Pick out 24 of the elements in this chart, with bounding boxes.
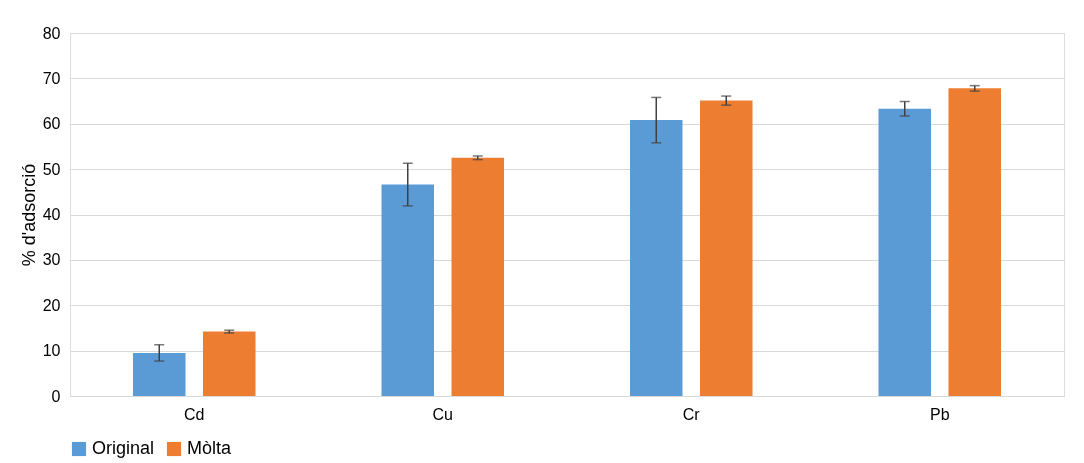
bar	[948, 88, 1001, 396]
bar	[133, 352, 186, 396]
y-tick-label: 0	[51, 387, 61, 405]
y-tick-label: 30	[42, 251, 61, 269]
legend-label: Mòlta	[187, 438, 232, 458]
bar	[381, 184, 434, 396]
x-tick-label: Pb	[929, 405, 950, 423]
y-tick-label: 60	[42, 115, 61, 133]
bar	[878, 108, 931, 396]
x-tick-label: Cd	[184, 405, 205, 423]
bar	[451, 157, 504, 396]
y-tick-label: 20	[42, 296, 61, 314]
y-tick-label: 70	[42, 69, 61, 87]
y-tick-label: 80	[42, 24, 61, 42]
y-tick-label: 10	[42, 342, 61, 360]
bar	[700, 100, 753, 396]
x-tick-label: Cu	[432, 405, 453, 423]
bar	[630, 120, 683, 396]
y-tick-label: 50	[42, 160, 61, 178]
y-tick-label: 40	[42, 206, 61, 223]
x-tick-label: Cr	[682, 405, 701, 423]
bar	[203, 331, 256, 396]
y-axis-title: % d'adsorció	[18, 163, 39, 267]
legend-label: Original	[92, 438, 155, 458]
